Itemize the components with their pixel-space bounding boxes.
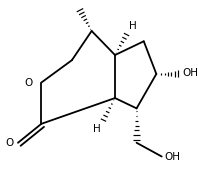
Text: O: O [5,138,13,148]
Text: H: H [129,21,137,31]
Text: OH: OH [164,152,180,162]
Text: OH: OH [182,68,198,78]
Text: O: O [24,78,32,88]
Text: H: H [93,124,101,134]
